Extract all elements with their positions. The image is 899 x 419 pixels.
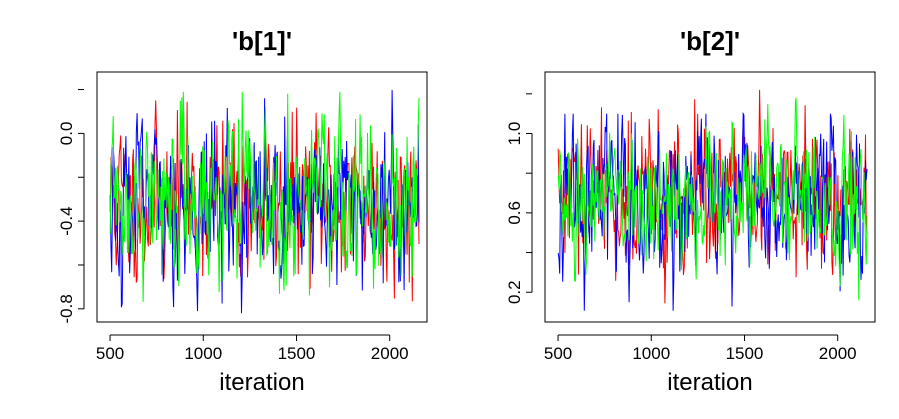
y-tick-label: 0.0 (57, 122, 76, 146)
x-tick-label: 1000 (184, 344, 222, 363)
x-tick-label: 500 (96, 344, 124, 363)
y-tick-label: -0.8 (57, 294, 76, 323)
trace-plot-b1: 'b[1]' -0.8 -0.4 0.0 500 1000 1500 2000 itera… (57, 26, 428, 396)
chart-title: 'b[1]' (232, 26, 292, 56)
plot-frame (544, 71, 876, 323)
y-axis: -0.8 -0.4 0.0 (57, 89, 85, 323)
y-axis: 0.2 0.6 1.0 (505, 93, 533, 304)
trace-plot-b2: 'b[2]' 0.2 0.6 1.0 500 1000 1500 2000 iterati… (505, 26, 876, 396)
chain-3-trace (109, 91, 420, 303)
x-tick-label: 2000 (371, 344, 409, 363)
y-tick-label: -0.4 (57, 206, 76, 235)
x-axis: 500 1000 1500 2000 (96, 334, 409, 363)
x-axis: 500 1000 1500 2000 (544, 334, 857, 363)
x-tick-label: 500 (544, 344, 572, 363)
chart-title: 'b[2]' (680, 26, 740, 56)
x-tick-label: 1500 (278, 344, 316, 363)
x-axis-label: iteration (219, 369, 304, 396)
y-tick-label: 1.0 (505, 122, 524, 146)
trace-lines (109, 89, 420, 314)
y-tick-label: 0.6 (505, 201, 524, 225)
x-axis-label: iteration (667, 369, 752, 396)
plot-frame (96, 71, 428, 323)
y-tick-label: 0.2 (505, 280, 524, 304)
trace-lines (557, 89, 868, 311)
x-tick-label: 1500 (726, 344, 764, 363)
x-tick-label: 1000 (632, 344, 670, 363)
chain-3-trace (557, 97, 868, 301)
x-tick-label: 2000 (819, 344, 857, 363)
